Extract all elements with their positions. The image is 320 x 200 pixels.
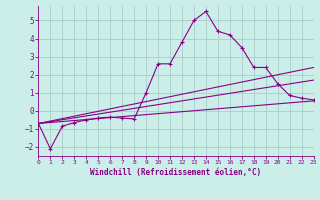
X-axis label: Windchill (Refroidissement éolien,°C): Windchill (Refroidissement éolien,°C) bbox=[91, 168, 261, 177]
